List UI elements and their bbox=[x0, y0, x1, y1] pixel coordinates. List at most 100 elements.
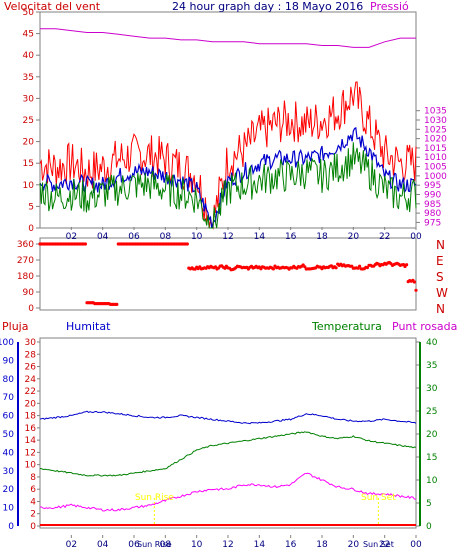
rain-y-tick-label: 12 bbox=[25, 448, 36, 458]
rain-y-tick-label: 20 bbox=[25, 399, 37, 409]
temp-hour-label: 08 bbox=[160, 540, 172, 550]
humidity-y-tick-label: 40 bbox=[3, 448, 15, 458]
rain-y-tick-label: 22 bbox=[25, 387, 36, 397]
pressure-y-tick-label: 975 bbox=[424, 218, 441, 228]
wind-hour-label: 14 bbox=[254, 232, 266, 242]
rain-y-tick-label: 24 bbox=[25, 375, 37, 385]
rain-y-tick-label: 14 bbox=[25, 436, 37, 446]
wind-hour-label: 08 bbox=[160, 232, 172, 242]
compass-label: N bbox=[436, 302, 445, 316]
wind-hour-label: 06 bbox=[128, 232, 140, 242]
temp-hour-label: 20 bbox=[348, 540, 360, 550]
pressure-y-tick-label: 980 bbox=[424, 209, 441, 219]
wind-y-tick-label: 10 bbox=[23, 181, 35, 191]
direction-dot bbox=[365, 266, 369, 270]
rain-y-tick-label: 6 bbox=[30, 485, 36, 495]
pressure-y-tick-label: 990 bbox=[424, 190, 441, 200]
direction-y-tick-label: 180 bbox=[17, 272, 34, 282]
wind-hour-label: 18 bbox=[316, 232, 328, 242]
pressure-y-tick-label: 1010 bbox=[424, 153, 447, 163]
humidity-y-tick-label: 20 bbox=[3, 485, 15, 495]
temp-hour-label: 06 bbox=[128, 540, 140, 550]
direction-dot bbox=[412, 280, 416, 284]
temp-hour-label: 18 bbox=[316, 540, 328, 550]
wind-low-line bbox=[39, 142, 417, 229]
temp-hour-label: 14 bbox=[254, 540, 266, 550]
rain-y-tick-label: 18 bbox=[25, 412, 37, 422]
humidity-line bbox=[39, 410, 417, 425]
direction-y-tick-label: 360 bbox=[17, 240, 34, 250]
humidity-y-tick-label: 100 bbox=[0, 338, 14, 348]
wind-hour-label: 20 bbox=[348, 232, 360, 242]
rain-y-tick-label: 10 bbox=[25, 461, 37, 471]
graph-title: 24 hour graph day : 18 Mayo 2016 bbox=[172, 0, 363, 13]
dewpoint-line bbox=[39, 472, 417, 512]
wind-y-tick-label: 15 bbox=[23, 159, 34, 169]
direction-y-tick-label: 270 bbox=[17, 256, 34, 266]
direction-dot bbox=[405, 263, 409, 267]
humidity-y-tick-label: 70 bbox=[3, 393, 15, 403]
temperature-y-tick-label: 30 bbox=[426, 384, 438, 394]
direction-dot bbox=[115, 302, 119, 306]
wind-hour-label: 00 bbox=[410, 232, 422, 242]
pressure-y-tick-label: 985 bbox=[424, 200, 441, 210]
wind-y-tick-label: 50 bbox=[23, 8, 35, 18]
wind-y-tick-label: 20 bbox=[23, 138, 35, 148]
rain-y-tick-label: 30 bbox=[25, 338, 37, 348]
wind-y-tick-label: 35 bbox=[23, 73, 34, 83]
humidity-y-tick-label: 60 bbox=[3, 412, 15, 422]
wind-y-tick-label: 25 bbox=[23, 116, 34, 126]
rain-y-tick-label: 2 bbox=[30, 510, 36, 520]
temperature-y-tick-label: 5 bbox=[426, 499, 432, 509]
wind-hour-label: 12 bbox=[222, 232, 233, 242]
temperature-y-tick-label: 20 bbox=[426, 430, 438, 440]
humidity-y-tick-label: 30 bbox=[3, 467, 15, 477]
pressure-y-tick-label: 1005 bbox=[424, 163, 447, 173]
wind-y-tick-label: 45 bbox=[23, 30, 34, 40]
temperature-y-tick-label: 40 bbox=[426, 338, 438, 348]
humidity-axis-title: Humitat bbox=[66, 320, 111, 333]
wind-panel-frame bbox=[39, 11, 417, 229]
pressure-y-tick-label: 995 bbox=[424, 181, 441, 191]
pressure-y-tick-label: 1000 bbox=[424, 172, 447, 182]
wind-hour-label: 04 bbox=[97, 232, 109, 242]
temp-hour-label: 02 bbox=[66, 540, 77, 550]
rain-y-tick-label: 16 bbox=[25, 424, 37, 434]
humidity-y-tick-label: 80 bbox=[3, 375, 15, 385]
temp-hour-label: 12 bbox=[222, 540, 233, 550]
pressure-y-tick-label: 1025 bbox=[424, 125, 447, 135]
wind-hour-label: 22 bbox=[379, 232, 390, 242]
rain-y-tick-label: 4 bbox=[30, 497, 36, 507]
compass-label: S bbox=[436, 270, 444, 284]
humidity-y-tick-label: 90 bbox=[3, 356, 15, 366]
direction-dot bbox=[83, 242, 87, 246]
pressure-axis-title: Pressió bbox=[370, 0, 409, 13]
temperature-y-tick-label: 15 bbox=[426, 453, 437, 463]
wind-hour-label: 02 bbox=[66, 232, 77, 242]
pressure-line bbox=[40, 28, 416, 48]
rain-axis-title: Pluja bbox=[2, 320, 28, 333]
sunrise-label: Sun Rise bbox=[135, 493, 174, 503]
direction-dot bbox=[271, 267, 275, 271]
temperature-y-tick-label: 25 bbox=[426, 407, 437, 417]
direction-y-tick-label: 90 bbox=[23, 288, 35, 298]
pressure-y-tick-label: 1035 bbox=[424, 107, 447, 117]
sunrise-axis-label: Sun Rise bbox=[137, 540, 172, 549]
wind-average-line bbox=[39, 126, 417, 229]
dewpoint-axis-title: Punt rosada bbox=[392, 320, 457, 333]
sunset-label: Sun Set bbox=[361, 493, 396, 503]
direction-dot bbox=[414, 288, 418, 292]
rain-y-tick-label: 0 bbox=[30, 522, 36, 532]
wind-hour-label: 16 bbox=[285, 232, 297, 242]
pressure-y-tick-label: 1030 bbox=[424, 116, 447, 126]
compass-label: N bbox=[436, 238, 445, 252]
temp-hour-label: 00 bbox=[410, 540, 422, 550]
rain-y-tick-label: 26 bbox=[25, 363, 37, 373]
wind-y-tick-label: 0 bbox=[28, 224, 34, 234]
wind-hour-label: 10 bbox=[191, 232, 203, 242]
direction-dot bbox=[358, 264, 362, 268]
pressure-y-tick-label: 1015 bbox=[424, 144, 447, 154]
temperature-axis-title: Temperatura bbox=[311, 320, 382, 333]
temp-hour-label: 22 bbox=[379, 540, 390, 550]
